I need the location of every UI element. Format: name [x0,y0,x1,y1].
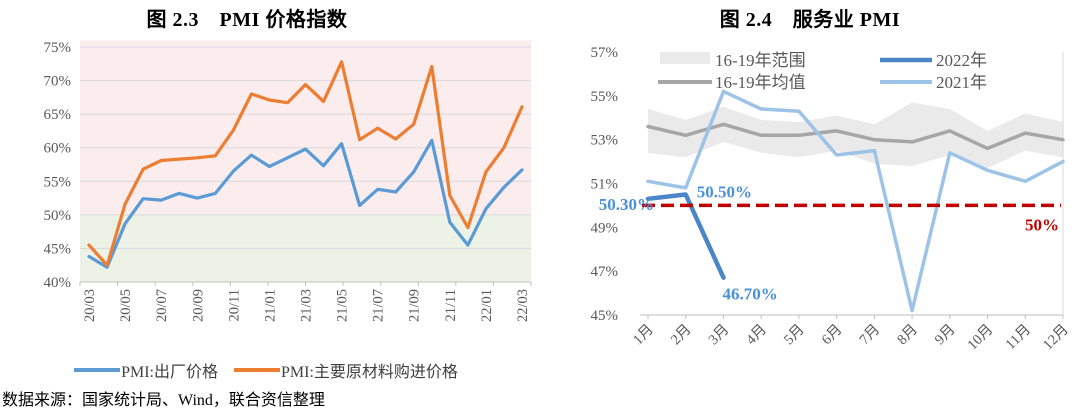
x-axis-tick-label: 21/09 [407,289,423,322]
y-axis-tick-label: 53% [591,133,619,149]
legend-label: 16-19年均值 [715,73,806,92]
x-axis-tick-label: 20/11 [226,289,242,322]
data-label-annotation: 50.50% [697,182,752,201]
legend-item-0: PMI:出厂价格 [74,358,218,382]
data-label-annotation: 50.30% [599,195,654,214]
chart-title-services-pmi: 图 2.4 服务业 PMI [719,9,901,31]
legend-swatch-icon [660,52,710,64]
x-axis-tick-label: 20/03 [82,289,98,322]
chart-plot-services-pmi: 1月 2月 3月 4月 5月 6月 7月 8月 9月 10月 11月 12月 45% 47% 49% 51% 5… [591,45,1072,354]
y-axis-tick-label: 51% [591,177,619,193]
y-axis-tick-label: 45% [44,241,72,257]
legend-label: PMI:主要原材料购进价格 [281,364,458,381]
x-axis-tick-label: 11月 [1003,322,1034,353]
series-line-0 [646,122,1065,151]
x-axis-tick-label: 21/01 [262,289,278,322]
x-axis-tick-label: 2月 [668,322,695,349]
x-axis-tick-label: 20/05 [118,289,134,322]
x-axis-tick-label: 20/09 [190,289,206,322]
x-axis-tick-label: 3月 [706,322,733,349]
y-axis-tick-label: 45% [591,308,619,324]
legend-label: PMI:出厂价格 [121,364,218,381]
legend-pmi-price-index: PMI:出厂价格 PMI:主要原材料购进价格 [0,358,532,382]
x-axis-tick-label: 10月 [965,322,997,354]
y-axis-tick-label: 65% [44,107,72,123]
x-axis-tick-label: 21/07 [371,289,387,322]
y-axis-tick-label: 75% [44,40,72,56]
x-axis-tick-label: 22/01 [479,289,495,322]
y-axis-tick-label: 50% [44,208,72,224]
x-axis-tick-label: 9月 [932,322,959,349]
y-axis-tick-label: 60% [44,141,72,157]
y-axis-tick-label: 55% [591,89,619,105]
x-axis-tick-label: 21/03 [299,289,315,322]
legend-label: 16-19年范围 [715,51,806,70]
x-axis-tick-label: 21/11 [443,289,459,322]
x-axis-tick-label: 22/03 [515,289,531,322]
y-axis-tick-label: 70% [44,74,72,90]
data-label-annotation: 46.70% [722,285,777,304]
x-axis-tick-label: 20/07 [154,289,170,322]
source-note: 数据来源：国家统计局、Wind，联合资信整理 [2,392,325,409]
legend-label: 2022年 [936,51,987,70]
series-line-1 [646,89,1065,313]
x-axis-tick-label: 6月 [819,322,846,349]
x-axis-tick-label: 5月 [781,322,808,349]
series-line-2 [645,192,726,280]
chart-plot-pmi-price-index: 40% 45% 50% 55% 60% 65% 70% 75% 20/03 20/05 20/07 2… [44,40,532,322]
legend-label: 2021年 [936,73,987,92]
legend-item-1: PMI:主要原材料购进价格 [234,358,458,382]
legend-swatch-icon [234,368,280,372]
x-axis-tick-label: 21/05 [335,289,351,322]
above-50-band [80,40,531,215]
y-axis-tick-label: 40% [44,275,72,291]
x-axis-tick-label: 7月 [856,322,883,349]
y-axis-tick-label: 55% [44,174,72,190]
series-line-0 [87,138,524,269]
y-axis-tick-label: 49% [591,220,619,236]
y-axis-tick-label: 57% [591,45,619,61]
reference-line-label: 50% [1025,215,1059,234]
x-axis-tick-label: 1月 [630,322,657,349]
y-axis-tick-label: 47% [591,264,619,280]
x-axis-tick-label: 12月 [1040,322,1072,354]
chart-title-pmi-price-index: 图 2.3 PMI 价格指数 [146,9,348,31]
series-line-1 [87,60,524,267]
x-axis-tick-label: 8月 [894,322,921,349]
legend-swatch-icon [74,368,121,372]
x-axis-tick-label: 4月 [743,322,770,349]
